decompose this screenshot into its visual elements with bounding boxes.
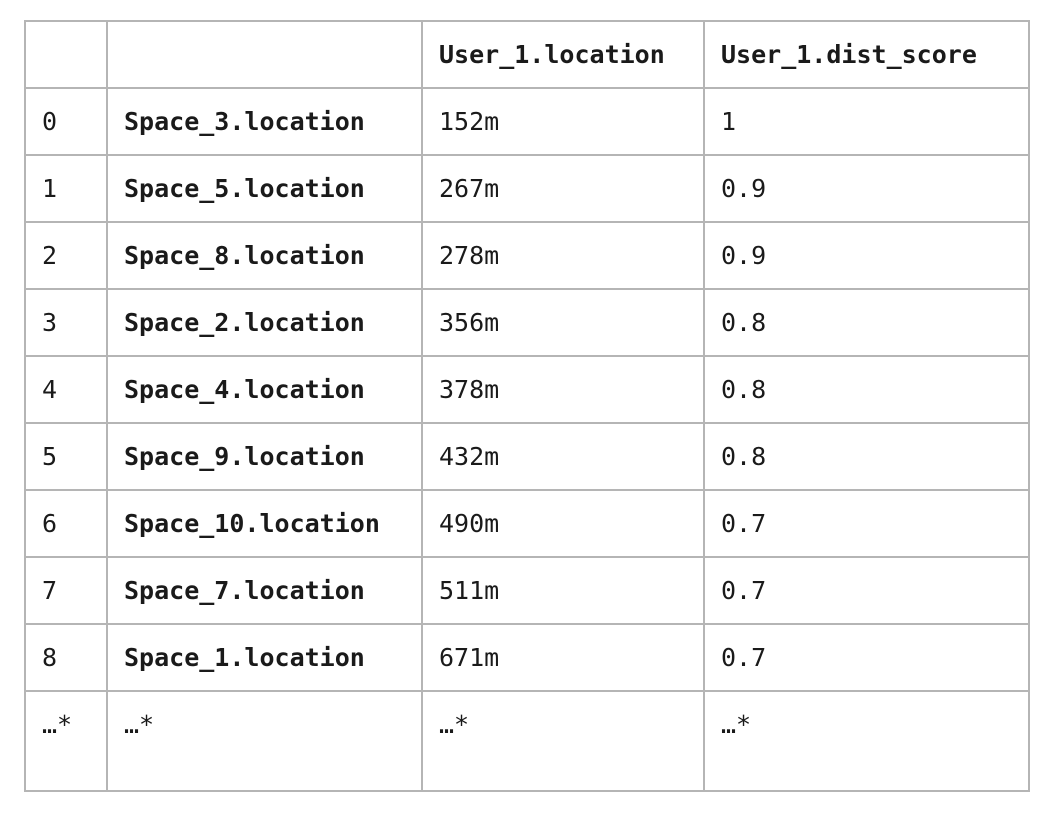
row-location: 356m [421,288,705,357]
row-score: 0.8 [703,422,1030,491]
table-row: 5 Space_9.location 432m 0.8 [24,422,1030,491]
row-score: …* [703,690,1030,792]
row-index: 3 [24,288,108,357]
header-index [24,20,108,89]
row-location: 511m [421,556,705,625]
row-index: 7 [24,556,108,625]
row-label: Space_1.location [106,623,423,692]
row-label: Space_8.location [106,221,423,290]
row-index: 0 [24,87,108,156]
row-label: Space_2.location [106,288,423,357]
row-location: 152m [421,87,705,156]
row-score: 0.9 [703,154,1030,223]
table-row: 8 Space_1.location 671m 0.7 [24,623,1030,692]
table-row: 0 Space_3.location 152m 1 [24,87,1030,156]
row-label: Space_3.location [106,87,423,156]
header-label [106,20,423,89]
row-location: 278m [421,221,705,290]
row-index: 4 [24,355,108,424]
table-container: User_1.location User_1.dist_score 0 Spac… [24,20,1030,792]
row-location: 267m [421,154,705,223]
table-row: 2 Space_8.location 278m 0.9 [24,221,1030,290]
row-score: 0.9 [703,221,1030,290]
row-label: Space_9.location [106,422,423,491]
row-location: 490m [421,489,705,558]
row-index: …* [24,690,108,792]
row-score: 0.7 [703,489,1030,558]
row-label: Space_5.location [106,154,423,223]
distance-table: User_1.location User_1.dist_score 0 Spac… [24,20,1030,792]
row-location: 378m [421,355,705,424]
row-index: 5 [24,422,108,491]
row-score: 0.7 [703,623,1030,692]
row-score: 0.8 [703,288,1030,357]
header-location: User_1.location [421,20,705,89]
row-label: Space_4.location [106,355,423,424]
row-index: 1 [24,154,108,223]
row-location: …* [421,690,705,792]
table-row: 3 Space_2.location 356m 0.8 [24,288,1030,357]
row-index: 2 [24,221,108,290]
row-score: 1 [703,87,1030,156]
row-location: 671m [421,623,705,692]
header-dist-score: User_1.dist_score [703,20,1030,89]
table-row: 1 Space_5.location 267m 0.9 [24,154,1030,223]
row-label: …* [106,690,423,792]
row-location: 432m [421,422,705,491]
row-label: Space_10.location [106,489,423,558]
header-row: User_1.location User_1.dist_score [24,20,1030,89]
table-row: 6 Space_10.location 490m 0.7 [24,489,1030,558]
row-index: 6 [24,489,108,558]
row-score: 0.7 [703,556,1030,625]
row-label: Space_7.location [106,556,423,625]
table-row: 4 Space_4.location 378m 0.8 [24,355,1030,424]
table-row: 7 Space_7.location 511m 0.7 [24,556,1030,625]
table-row-ellipsis: …* …* …* …* [24,690,1030,792]
row-score: 0.8 [703,355,1030,424]
row-index: 8 [24,623,108,692]
